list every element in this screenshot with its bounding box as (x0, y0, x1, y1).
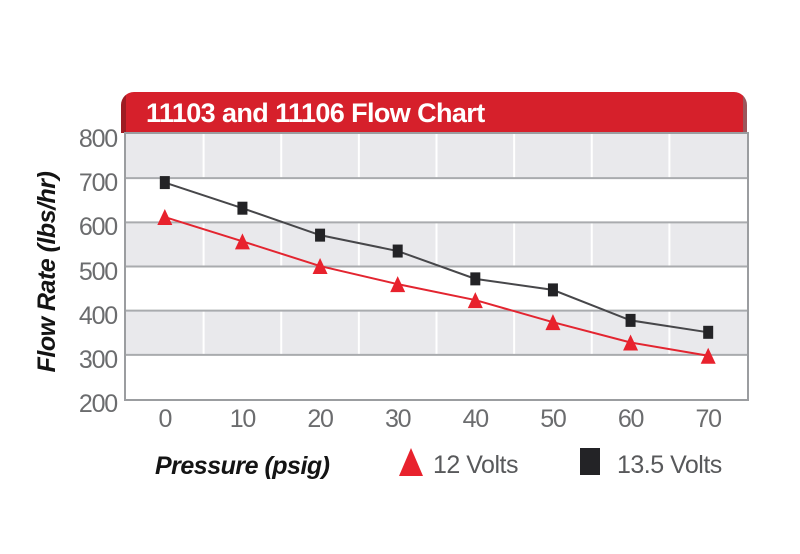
marker-triangle (312, 258, 328, 275)
marker-square (547, 283, 558, 297)
marker-triangle (157, 209, 173, 226)
marker-square (703, 325, 714, 339)
y-tick-label: 600 (78, 213, 118, 242)
x-tick-label: 70 (695, 405, 722, 433)
x-tick-label: 20 (307, 405, 334, 433)
legend-12-volts-triangle-icon (399, 448, 423, 476)
series-line-13-5-volts (164, 181, 709, 334)
marker-square (470, 272, 481, 286)
x-tick-label: 50 (540, 405, 567, 433)
marker-triangle (700, 347, 716, 364)
series-line-12-volts (164, 216, 709, 357)
marker-triangle (234, 233, 250, 250)
chart-canvas (126, 134, 747, 399)
x-tick-label: 40 (462, 405, 490, 433)
y-tick-label: 500 (78, 257, 118, 286)
x-tick-label: 0 (158, 405, 172, 433)
marker-square (237, 201, 248, 215)
x-axis-title: Pressure (psig) (155, 452, 330, 480)
legend-13-5-volts-square-icon (580, 448, 600, 475)
marker-square (315, 228, 326, 242)
marker-triangle (623, 334, 639, 351)
marker-triangle (467, 292, 483, 309)
y-tick-label: 400 (78, 301, 118, 330)
x-tick-label: 10 (229, 405, 257, 433)
y-tick-label: 700 (78, 169, 118, 198)
y-tick-label: 200 (78, 390, 118, 418)
plot-area (124, 132, 749, 401)
marker-square (625, 313, 636, 327)
marker-triangle (545, 314, 561, 331)
marker-square (159, 176, 170, 190)
marker-triangle (390, 276, 406, 293)
x-tick-label: 60 (617, 405, 645, 433)
chart-title-banner: 11103 and 11106 Flow Chart (121, 92, 747, 133)
legend-label-12-volts: 12 Volts (433, 451, 518, 479)
y-tick-label: 800 (78, 125, 118, 153)
x-tick-label: 30 (384, 405, 412, 433)
y-tick-label: 300 (78, 345, 118, 374)
legend-label-13-5-volts: 13.5 Volts (617, 451, 722, 479)
marker-square (392, 244, 403, 258)
chart-title: 11103 and 11106 Flow Chart (146, 98, 485, 128)
